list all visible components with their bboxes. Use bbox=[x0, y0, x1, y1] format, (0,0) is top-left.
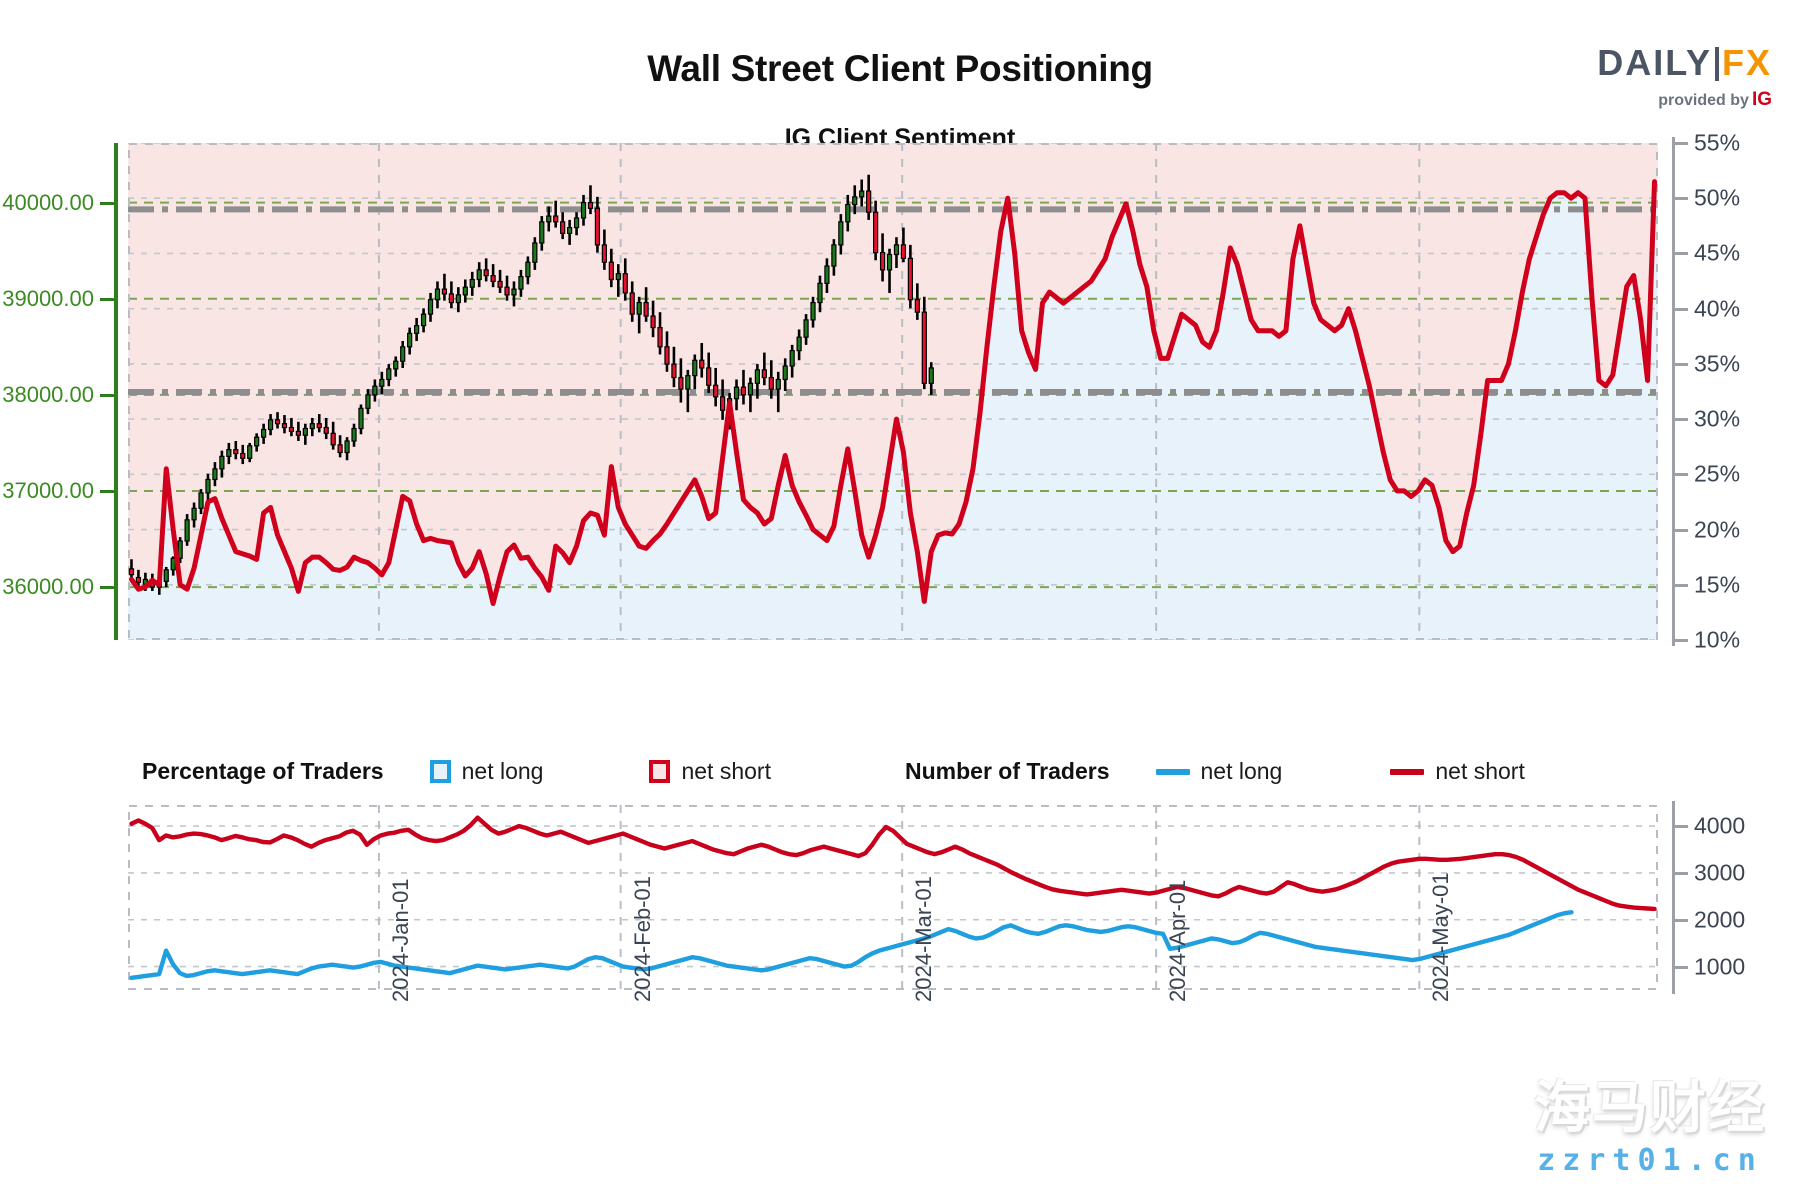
lower-axis-tick-label: 4000 bbox=[1694, 812, 1746, 839]
logo-brand-text: DAILY bbox=[1597, 42, 1712, 83]
lower-axis-tick-label: 3000 bbox=[1694, 859, 1746, 886]
dailyfx-logo: DAILY FX provided by IG bbox=[1597, 45, 1772, 111]
logo-candle-icon bbox=[1714, 47, 1719, 81]
logo-accent-text: FX bbox=[1721, 42, 1772, 83]
right-axis-tick bbox=[1675, 473, 1688, 477]
right-axis-tick-label: 55% bbox=[1694, 129, 1741, 156]
lower-axis-tick bbox=[1675, 825, 1688, 829]
x-axis-tick-label: 2024-Feb-01 bbox=[629, 876, 655, 1002]
left-axis-tick bbox=[100, 393, 114, 397]
lower-axis-tick bbox=[1675, 871, 1688, 875]
left-axis-tick-label: 37000.00 bbox=[2, 477, 94, 503]
chart-legend: Percentage of Traders net long net short… bbox=[0, 758, 1800, 792]
x-axis-tick-label: 2024-Apr-01 bbox=[1165, 879, 1191, 1002]
right-axis-tick-label: 25% bbox=[1694, 460, 1741, 487]
left-axis-tick-label: 36000.00 bbox=[2, 574, 94, 600]
lower-axis-spine bbox=[1672, 801, 1675, 994]
left-axis-tick bbox=[100, 586, 114, 590]
x-axis-tick-label: 2024-Mar-01 bbox=[911, 876, 937, 1002]
net-short-box-icon bbox=[649, 760, 671, 783]
right-axis-tick-label: 15% bbox=[1694, 571, 1741, 598]
right-axis-tick-label: 20% bbox=[1694, 516, 1741, 543]
traders-count-chart-canvas bbox=[128, 805, 1658, 990]
net-short-line-icon bbox=[1390, 768, 1425, 775]
legend-group-number-title: Number of Traders bbox=[905, 758, 1110, 784]
watermark-url-text: zzrt01.cn bbox=[1537, 1143, 1763, 1178]
left-axis-tick bbox=[100, 297, 114, 301]
net-long-line-icon bbox=[1155, 768, 1190, 775]
legend-item-num-net-short[interactable]: net short bbox=[1390, 758, 1525, 785]
right-axis-tick bbox=[1675, 142, 1688, 145]
lower-axis-tick-label: 1000 bbox=[1694, 953, 1746, 980]
x-axis-tick-label: 2024-Jan-01 bbox=[387, 878, 413, 1002]
legend-label: net short bbox=[681, 758, 771, 784]
lower-axis-tick bbox=[1675, 965, 1688, 969]
left-axis-tick bbox=[100, 201, 114, 205]
right-axis-tick-label: 35% bbox=[1694, 350, 1741, 377]
right-axis-tick bbox=[1675, 197, 1688, 201]
site-watermark: 海马财经 zzrt01.cn bbox=[1534, 1076, 1766, 1179]
logo-provider-text: IG bbox=[1751, 89, 1772, 110]
right-axis-spine bbox=[1672, 137, 1675, 646]
watermark-cn-text: 海马财经 bbox=[1534, 1076, 1766, 1141]
left-axis-tick-label: 40000.00 bbox=[2, 189, 94, 215]
left-axis-tick-label: 39000.00 bbox=[2, 285, 94, 311]
right-axis-tick-label: 50% bbox=[1694, 184, 1741, 211]
left-axis-tick-label: 38000.00 bbox=[2, 381, 94, 407]
right-axis-tick bbox=[1675, 307, 1688, 311]
left-axis-tick bbox=[100, 489, 114, 493]
legend-item-pct-net-short[interactable]: net short bbox=[649, 758, 771, 785]
legend-item-pct-net-long[interactable]: net long bbox=[429, 758, 544, 785]
net-long-box-icon bbox=[429, 760, 451, 783]
right-axis-tick-label: 30% bbox=[1694, 405, 1741, 432]
legend-label: net long bbox=[1200, 758, 1283, 784]
right-axis-tick bbox=[1675, 583, 1688, 587]
x-axis-tick-label: 2024-May-01 bbox=[1428, 872, 1454, 1002]
right-axis-tick bbox=[1675, 362, 1688, 366]
legend-group-percentage-title: Percentage of Traders bbox=[142, 758, 384, 784]
main-chart-canvas bbox=[128, 143, 1658, 640]
right-axis-tick-label: 10% bbox=[1694, 626, 1741, 653]
legend-label: net long bbox=[461, 758, 544, 784]
right-axis-tick bbox=[1675, 639, 1688, 642]
legend-label: net short bbox=[1435, 758, 1525, 784]
logo-provided-by-text: provided by bbox=[1658, 92, 1749, 109]
right-axis-tick bbox=[1675, 528, 1688, 532]
lower-axis-tick-label: 2000 bbox=[1694, 906, 1746, 933]
left-axis-spine bbox=[114, 143, 118, 640]
page-title: Wall Street Client Positioning bbox=[647, 48, 1153, 89]
lower-axis-tick bbox=[1675, 918, 1688, 922]
right-axis-tick bbox=[1675, 418, 1688, 422]
right-axis-tick-label: 45% bbox=[1694, 239, 1741, 266]
legend-item-num-net-long[interactable]: net long bbox=[1155, 758, 1283, 785]
right-axis-tick bbox=[1675, 252, 1688, 256]
right-axis-tick-label: 40% bbox=[1694, 295, 1741, 322]
